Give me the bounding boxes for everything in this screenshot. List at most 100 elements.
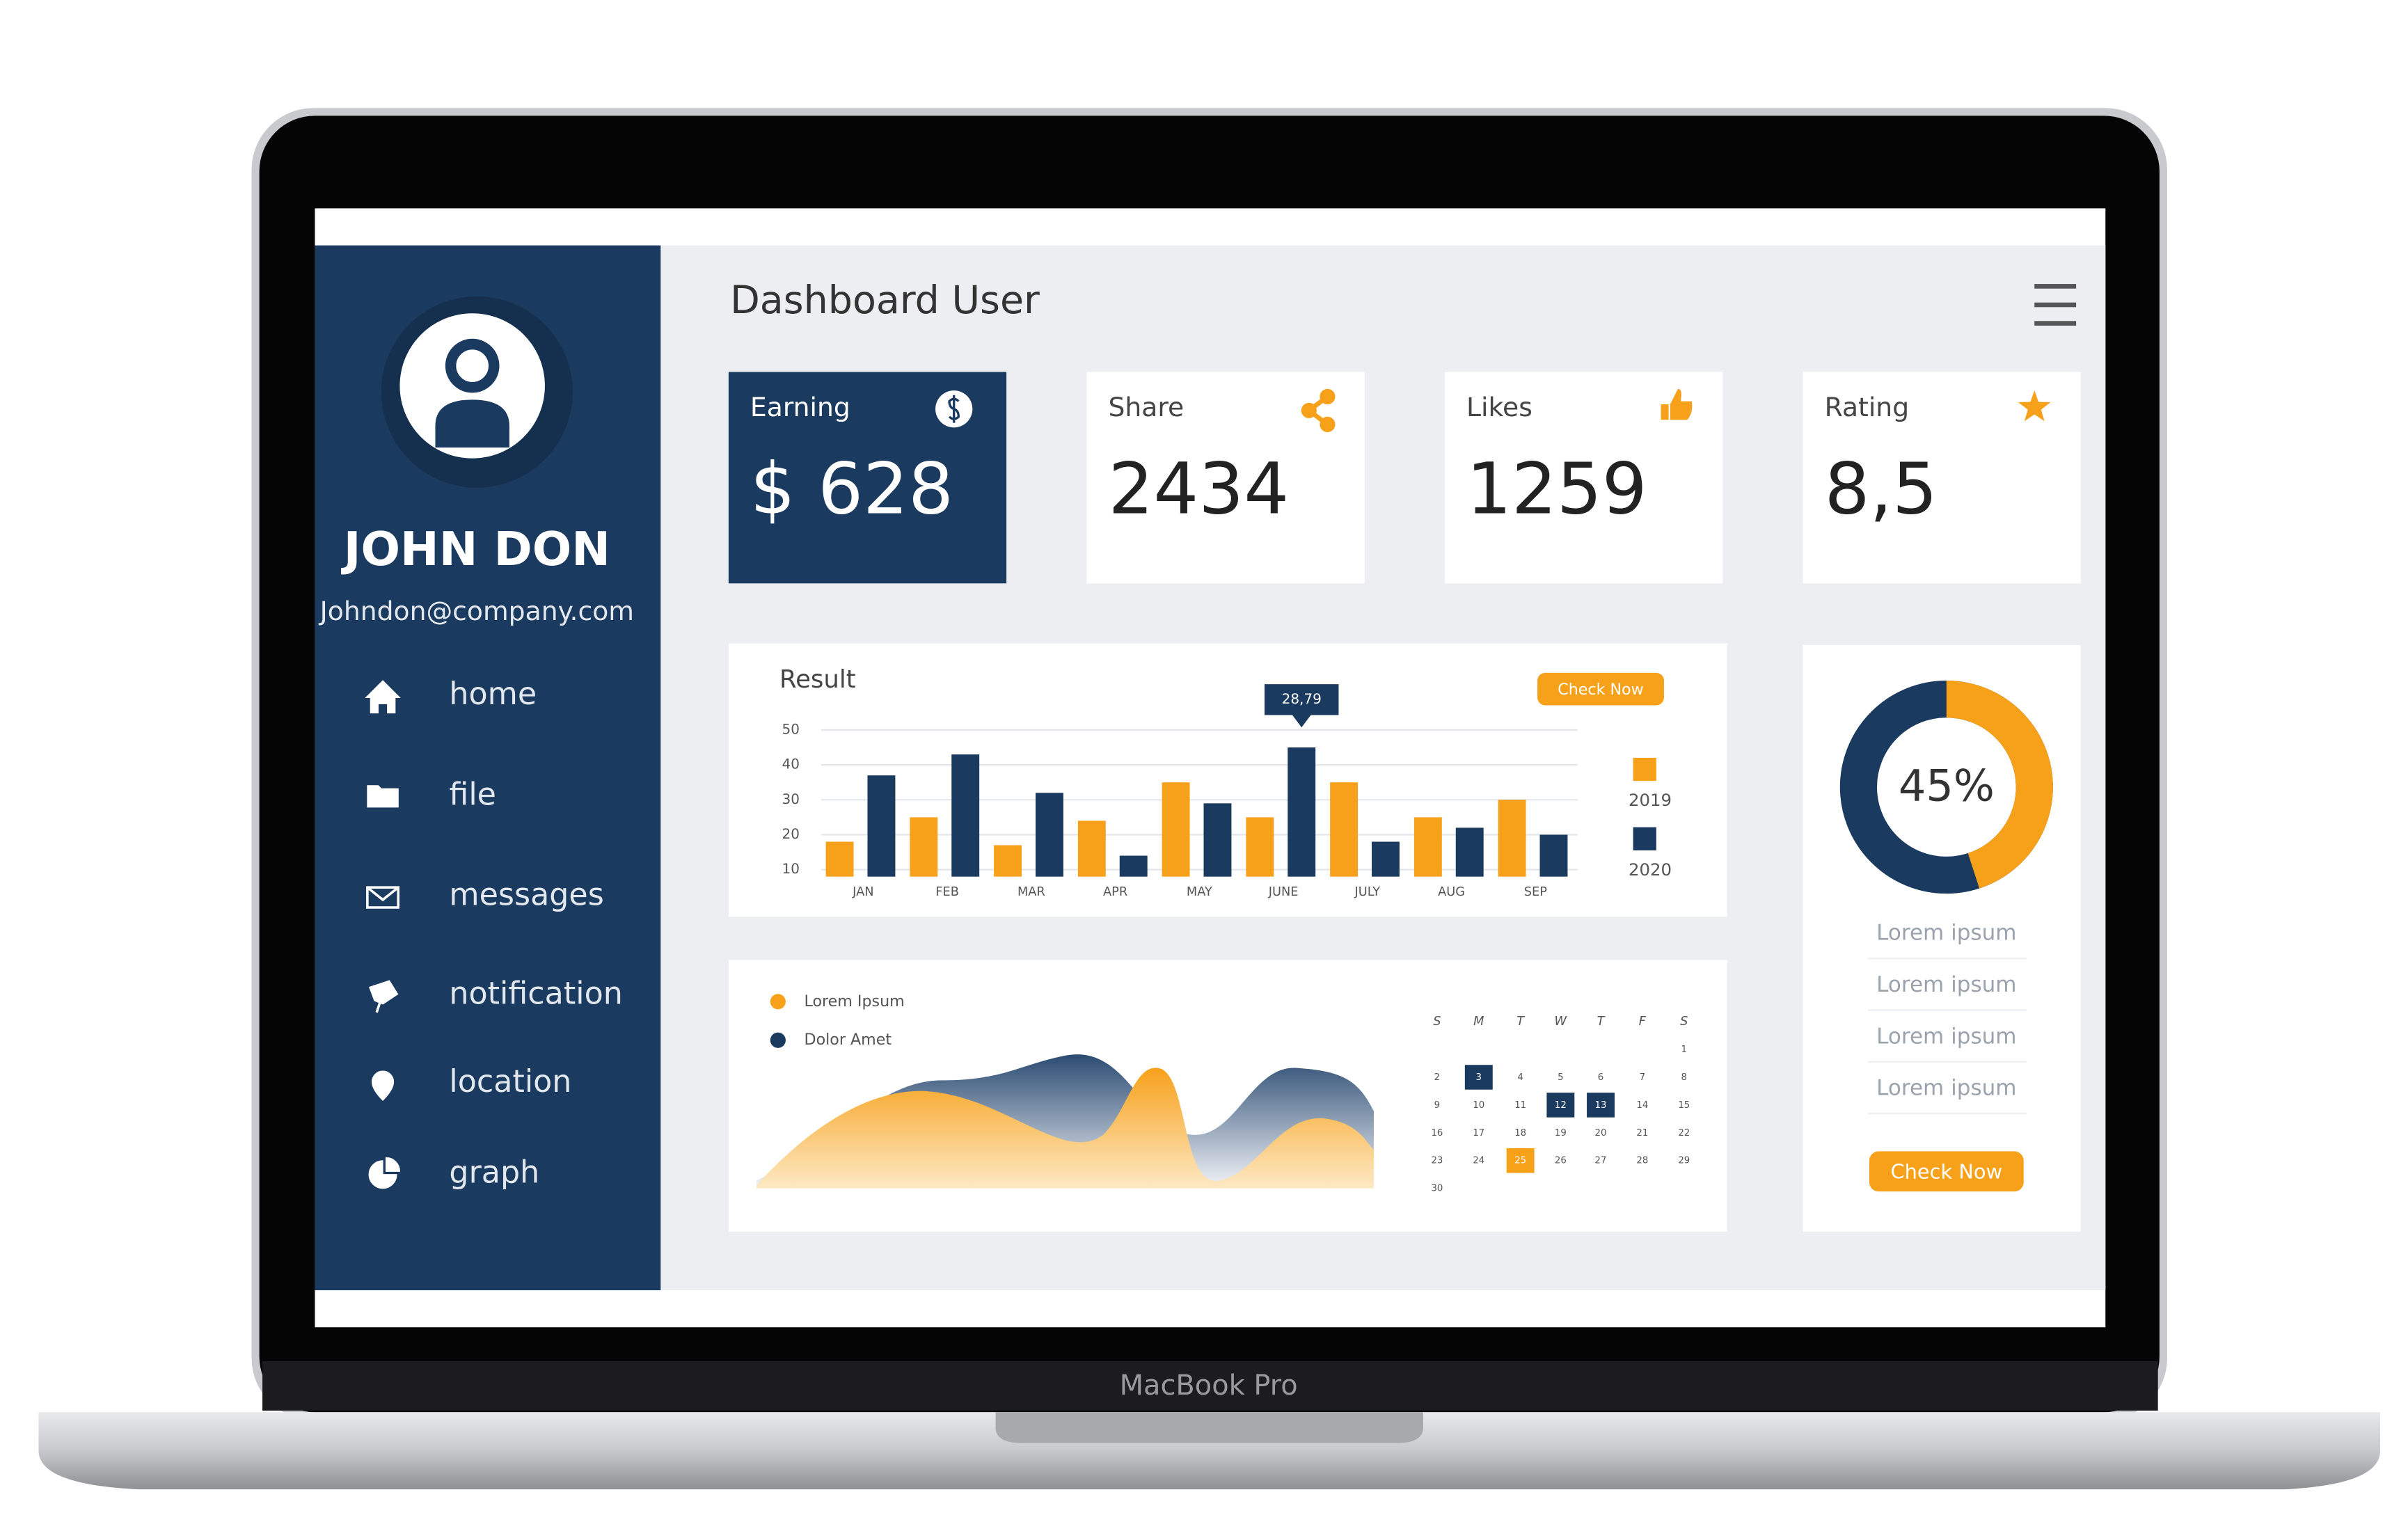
card-label: Likes (1466, 392, 1532, 422)
avatar-head (445, 338, 500, 393)
day-label: 4 (1517, 1072, 1523, 1083)
menu-item[interactable]: messages (366, 878, 604, 913)
day-label: 24 (1473, 1156, 1484, 1166)
chart-title: Result (779, 665, 856, 694)
day-label: 11 (1514, 1100, 1526, 1111)
day-label: 2 (1434, 1072, 1440, 1083)
menu-icon (368, 1157, 401, 1189)
x-tick-label: JULY (1354, 885, 1381, 899)
legend-dot (770, 994, 786, 1010)
day-label: 8 (1681, 1072, 1687, 1083)
day-label: 10 (1473, 1100, 1484, 1111)
day-label: 28 (1636, 1156, 1648, 1166)
side-list: Lorem ipsum Lorem ipsum Lorem ipsum Lorem i… (1867, 921, 2027, 1115)
day-label: 18 (1514, 1128, 1526, 1139)
day-highlight (1587, 1093, 1615, 1118)
day-label: 6 (1598, 1072, 1603, 1083)
x-tick-label: MAR (1017, 885, 1045, 899)
button-label: Check Now (1891, 1159, 2003, 1183)
menu-icon (371, 1070, 395, 1102)
bar (1498, 800, 1526, 877)
donut-chart: 45% (1839, 681, 2053, 894)
bar (1077, 820, 1106, 877)
x-tick-label: AUG (1438, 885, 1465, 899)
bar (1288, 747, 1316, 877)
weekday-label: W (1555, 1015, 1568, 1029)
legend-swatch (1633, 827, 1656, 850)
legend-swatch (1633, 757, 1656, 782)
card-value: $ 628 (750, 448, 953, 531)
day-label: 20 (1595, 1128, 1607, 1139)
card-label: Share (1108, 392, 1184, 422)
y-tick-label: 10 (782, 860, 800, 877)
menu-label: home (449, 676, 537, 712)
menu-icon (368, 980, 399, 1013)
day-label: 17 (1473, 1128, 1484, 1139)
device-label: MacBook Pro (1120, 1370, 1298, 1402)
bar (1539, 834, 1568, 877)
bar (910, 817, 938, 877)
side-check-now-button[interactable]: Check Now (1869, 1151, 2024, 1192)
legend-label: Dolor Amet (805, 1031, 892, 1049)
day-label: 21 (1636, 1128, 1648, 1139)
bar (1246, 817, 1274, 877)
card-value: 8,5 (1825, 448, 1938, 531)
button-background (1537, 672, 1664, 706)
day-label: 15 (1678, 1100, 1690, 1111)
card-icon-glyph (948, 395, 960, 423)
bar (1413, 817, 1442, 877)
menu-icon (365, 680, 401, 714)
check-now-button[interactable]: Check Now (1537, 672, 1664, 706)
day-highlight (1506, 1148, 1535, 1173)
list-item: Lorem ipsum (1876, 921, 2016, 946)
card-label: Rating (1825, 392, 1910, 422)
bar (867, 775, 896, 877)
day-label: 25 (1514, 1156, 1526, 1166)
menu-icon (367, 785, 399, 808)
legend-label: 2020 (1629, 859, 1672, 880)
donut-label: 45% (1899, 760, 1995, 811)
day-label: 12 (1555, 1100, 1567, 1111)
day-label: 22 (1678, 1128, 1690, 1139)
base-notch (995, 1412, 1423, 1443)
stat-card: Share 2434 (1086, 372, 1365, 584)
bar (994, 845, 1022, 877)
day-label: 9 (1434, 1100, 1440, 1111)
tooltip-pointer (1292, 715, 1311, 728)
day-label: 19 (1555, 1128, 1567, 1139)
menu-icon (366, 886, 400, 909)
day-label: 3 (1476, 1072, 1482, 1083)
day-label: 16 (1431, 1128, 1443, 1139)
weekday-label: M (1473, 1015, 1484, 1029)
day-label: 23 (1431, 1156, 1443, 1166)
legend-dot (770, 1032, 786, 1048)
menu-button[interactable] (2034, 284, 2077, 326)
menu-label: file (449, 777, 496, 812)
bar (1330, 782, 1359, 877)
menu-item[interactable]: graph (368, 1155, 539, 1191)
menu-label: notification (449, 976, 622, 1011)
day-label: 30 (1431, 1184, 1443, 1194)
weekday-label: T (1516, 1015, 1525, 1029)
x-tick-label: JAN (852, 885, 873, 899)
bar (1455, 827, 1484, 877)
list-item: Lorem ipsum (1876, 972, 2016, 997)
menu-item[interactable]: home (365, 676, 537, 714)
menu-item[interactable]: file (367, 777, 496, 812)
card-label: Earning (750, 392, 850, 422)
menu-item[interactable]: location (371, 1064, 572, 1102)
legend-label: Lorem Ipsum (805, 992, 905, 1010)
card-icon-dot (1320, 416, 1336, 432)
hamburger-line (2034, 321, 2077, 326)
weekday-label: S (1680, 1015, 1688, 1029)
menu-label: graph (449, 1155, 539, 1191)
user-name: JOHN DON (341, 522, 610, 576)
bar (951, 754, 980, 877)
menu-item[interactable]: notification (368, 976, 623, 1013)
card-icon (2018, 390, 2051, 422)
y-tick-label: 20 (782, 825, 800, 842)
avatar-body (435, 399, 509, 448)
card-icon-dot (1320, 388, 1336, 405)
